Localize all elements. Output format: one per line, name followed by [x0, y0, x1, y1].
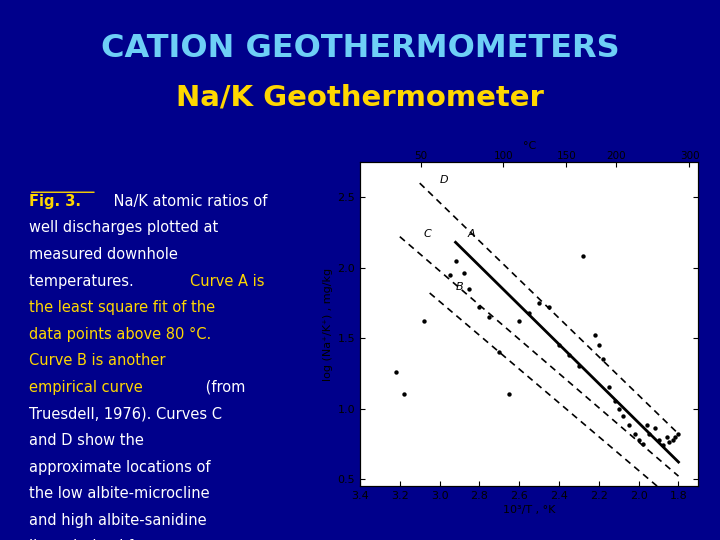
Point: [494, 348, 505, 356]
Point: [629, 429, 641, 438]
Point: [503, 390, 515, 399]
Text: measured downhole: measured downhole: [29, 247, 178, 262]
Text: Truesdell, 1976). Curves C: Truesdell, 1976). Curves C: [29, 407, 222, 421]
Point: [523, 308, 535, 317]
Point: [609, 397, 621, 406]
Point: [513, 317, 525, 326]
Point: [617, 411, 629, 420]
Text: CATION GEOTHERMOMETERS: CATION GEOTHERMOMETERS: [101, 33, 619, 64]
Point: [534, 299, 545, 307]
Y-axis label: log (Na⁺/K⁺) , mg/kg: log (Na⁺/K⁺) , mg/kg: [323, 267, 333, 381]
Text: data points above 80 °C.: data points above 80 °C.: [29, 327, 211, 342]
Point: [563, 350, 575, 359]
Point: [613, 404, 624, 413]
Text: Na/K Geothermometer: Na/K Geothermometer: [176, 83, 544, 111]
Text: (from: (from: [201, 380, 246, 395]
Point: [589, 331, 600, 340]
Text: C: C: [423, 228, 431, 239]
Text: lines derived from: lines derived from: [29, 539, 162, 540]
Point: [623, 421, 634, 430]
Point: [484, 313, 495, 321]
Point: [444, 271, 455, 279]
Point: [649, 424, 660, 433]
Point: [597, 355, 608, 363]
Point: [390, 368, 402, 376]
Text: approximate locations of: approximate locations of: [29, 460, 210, 475]
X-axis label: 10³/T , °K: 10³/T , °K: [503, 505, 555, 515]
Point: [573, 362, 585, 370]
Text: and high albite-sanidine: and high albite-sanidine: [29, 512, 207, 528]
Text: D: D: [440, 175, 449, 185]
Point: [653, 435, 665, 444]
Point: [577, 252, 589, 261]
Point: [643, 429, 654, 438]
Point: [657, 441, 668, 449]
Text: and D show the: and D show the: [29, 433, 144, 448]
Point: [398, 390, 410, 399]
X-axis label: °C: °C: [523, 141, 536, 151]
Text: temperatures.: temperatures.: [29, 274, 138, 288]
Point: [672, 429, 684, 438]
Point: [637, 440, 649, 448]
Point: [661, 433, 672, 441]
Point: [669, 433, 680, 441]
Text: empirical curve: empirical curve: [29, 380, 143, 395]
Point: [474, 303, 485, 312]
Point: [458, 269, 469, 278]
Point: [464, 285, 475, 293]
Point: [667, 435, 678, 444]
Text: the low albite-microcline: the low albite-microcline: [29, 486, 210, 501]
Point: [663, 438, 675, 447]
Text: Curve B is another: Curve B is another: [29, 353, 166, 368]
Text: Fig. 3.: Fig. 3.: [29, 194, 81, 209]
Text: A: A: [467, 228, 475, 239]
Point: [603, 383, 615, 391]
Point: [553, 341, 564, 349]
Text: Na/K atomic ratios of: Na/K atomic ratios of: [109, 194, 268, 209]
Text: the least square fit of the: the least square fit of the: [29, 300, 215, 315]
Point: [418, 317, 429, 326]
Point: [641, 421, 652, 430]
Point: [450, 256, 462, 265]
Point: [633, 435, 644, 444]
Text: Curve A is: Curve A is: [189, 274, 264, 288]
Text: B: B: [456, 282, 463, 292]
Point: [593, 341, 605, 349]
Text: well discharges plotted at: well discharges plotted at: [29, 220, 218, 235]
Point: [544, 303, 555, 312]
